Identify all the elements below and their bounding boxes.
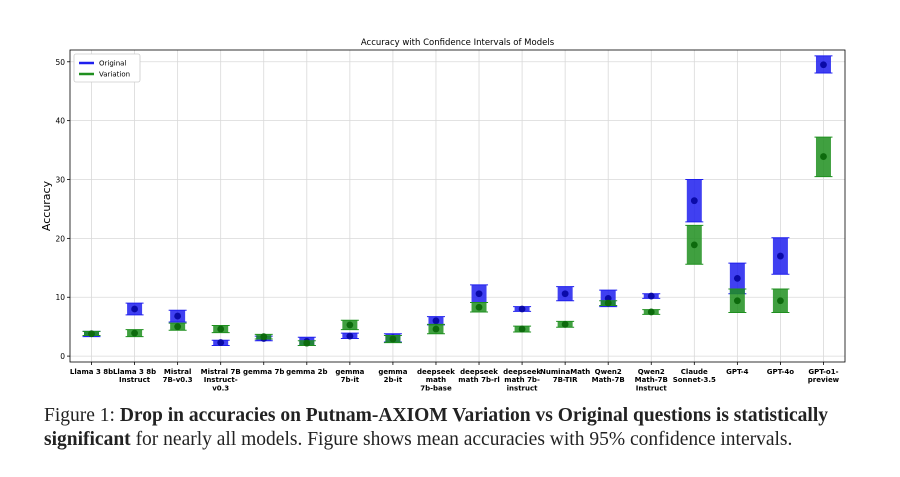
variation-mean-point — [777, 297, 784, 305]
legend: Original Variation — [73, 53, 141, 83]
x-tick-label: gemma 7b — [243, 368, 284, 376]
original-mean-point — [690, 197, 698, 205]
original-mean-point — [432, 317, 440, 325]
variation-mean-point — [690, 241, 698, 249]
x-tick-label: Llama 3 8b Instruct — [113, 368, 156, 384]
variation-mean-point — [217, 325, 225, 333]
x-tick-label: NuminaMath 7B-TIR — [540, 368, 590, 384]
variation-mean-point — [346, 321, 354, 329]
caption-rest-text: for nearly all models. Figure shows mean… — [130, 429, 793, 450]
variation-mean-point — [820, 153, 827, 160]
original-mean-point — [346, 332, 354, 340]
caption-bold-text: Drop in accuracies on Putnam-AXIOM Varia… — [44, 405, 829, 450]
grid-lines — [70, 50, 845, 362]
x-tick-label: deepseek math 7b-base — [417, 368, 455, 392]
variation-mean-point — [733, 297, 741, 305]
x-tick-label: deepseek math 7b-instruct — [503, 368, 541, 392]
axes-frame — [69, 49, 846, 363]
variation-mean-point — [647, 308, 655, 316]
original-mean-point — [604, 295, 612, 302]
legend-label-variation: Variation — [99, 71, 130, 79]
variation-mean-point — [432, 325, 440, 333]
legend-label-original: Original — [99, 60, 126, 68]
original-mean-point — [561, 290, 569, 298]
original-mean-point — [777, 252, 784, 260]
original-mean-point — [733, 275, 741, 282]
original-mean-point — [131, 305, 138, 313]
x-tick-label: GPT-4o — [767, 368, 794, 376]
original-mean-point — [217, 339, 225, 346]
variation-mean-point — [475, 303, 483, 311]
x-tick-label: gemma 2b-it — [378, 368, 407, 384]
figure-caption: Figure 1: Drop in accuracies on Putnam-A… — [44, 404, 874, 452]
x-tick-label: Mistral 7B-v0.3 — [163, 368, 193, 384]
original-mean-point — [820, 61, 827, 69]
variation-mean-point — [518, 325, 526, 333]
errorbar-chart: 0 10 20 30 40 50 Llama 3 8b Llama 3 8b Instruct M… — [40, 38, 846, 393]
chart-title: Accuracy with Confidence Intervals of Mo… — [361, 38, 555, 48]
x-tick-label: gemma 2b — [286, 368, 327, 376]
y-tick-label: 50 — [55, 58, 65, 67]
x-tick-label: Qwen2 Math-7B — [592, 368, 625, 384]
variation-mean-point — [131, 329, 138, 337]
variation-mean-point — [389, 335, 397, 343]
variation-mean-point — [561, 320, 569, 328]
y-axis-label: Accuracy — [40, 180, 53, 231]
original-mean-point — [475, 290, 483, 298]
x-tick-label: Qwen2 Math-7B Instruct — [635, 368, 668, 392]
data-marks — [82, 55, 833, 347]
x-tick-label: GPT-4 — [726, 368, 749, 376]
variation-mean-point — [174, 323, 182, 331]
y-tick-label: 40 — [55, 117, 65, 126]
variation-mean-point — [303, 339, 311, 347]
y-tick-label: 30 — [55, 176, 65, 185]
original-mean-point — [647, 292, 655, 300]
y-tick-label: 20 — [55, 234, 65, 243]
caption-label: Figure 1: — [44, 405, 120, 426]
x-tick-label: Claude Sonnet-3.5 — [673, 368, 716, 384]
x-tick-label: gemma 7b-it — [335, 368, 364, 384]
variation-mean-point — [260, 333, 268, 341]
y-tick-label: 10 — [55, 293, 65, 302]
tick-labels: 0 10 20 30 40 50 Llama 3 8b Llama 3 8b Instruct M… — [55, 58, 839, 393]
variation-mean-point — [88, 330, 95, 338]
x-tick-label: Llama 3 8b — [70, 368, 113, 376]
original-mean-point — [174, 312, 182, 320]
original-mean-point — [518, 305, 526, 313]
y-tick-label: 0 — [60, 352, 65, 361]
variation-mean-point — [604, 299, 612, 307]
x-tick-label: Mistral 7B Instruct-v0.3 — [201, 368, 241, 392]
x-tick-label: GPT-o1-preview — [808, 368, 840, 384]
x-tick-label: deepseek math 7b-rl — [458, 368, 499, 384]
